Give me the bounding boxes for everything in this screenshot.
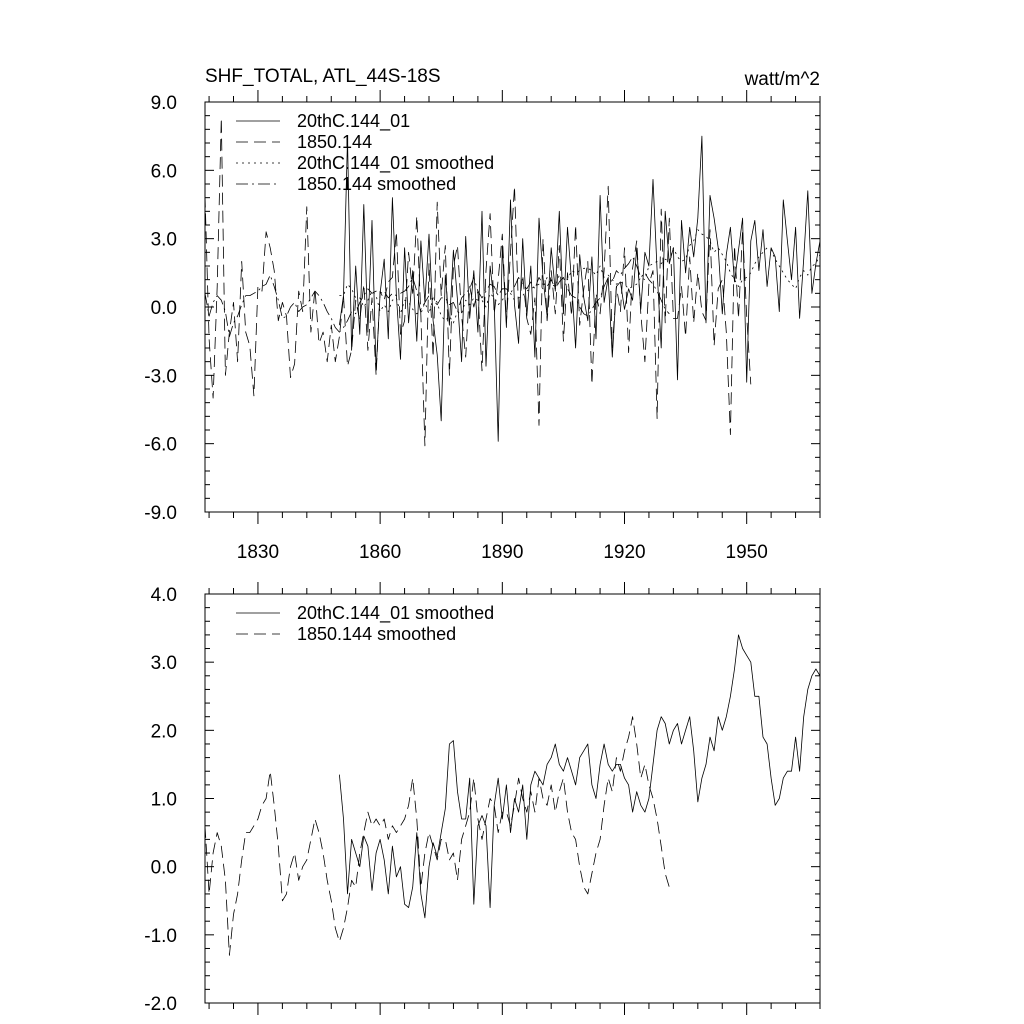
x-tick-label: 1950 xyxy=(726,542,768,563)
y-tick-label: 9.0 xyxy=(151,93,177,114)
chart-title: SHF_TOTAL, ATL_44S-18S xyxy=(205,66,441,87)
y-tick-label: -6.0 xyxy=(144,435,177,456)
panel-1: -9.0 -6.0 -3.0 0.0 3.0 6.0 9.0 1830 1860 1890 1920… xyxy=(144,66,821,563)
series-line-1850-144-smoothed xyxy=(205,256,670,338)
plot-frame xyxy=(204,593,821,1004)
legend-label: 20thC.144_01 xyxy=(297,111,410,132)
y-tick-label: -9.0 xyxy=(144,503,177,524)
y-tick-label: 4.0 xyxy=(151,585,177,606)
y-tick-label: 3.0 xyxy=(151,653,177,674)
x-tick-label: 1860 xyxy=(359,542,401,563)
y-tick-label: 2.0 xyxy=(151,721,177,742)
legend-label: 20thC.144_01 smoothed xyxy=(297,153,494,174)
x-tick-label: 1890 xyxy=(481,542,523,563)
panel-2: -2.0 -1.0 0.0 1.0 2.0 3.0 4.0 20thC.144_01 smoo… xyxy=(144,582,821,1015)
y-tick-label: -3.0 xyxy=(144,366,177,387)
y-tick-label: 0.0 xyxy=(151,858,177,879)
series-line-20thc-144-01-smoothed xyxy=(339,634,820,919)
legend-label: 1850.144 xyxy=(297,132,372,152)
y-tick-label: 3.0 xyxy=(151,230,177,251)
y-tick-label: -1.0 xyxy=(144,926,177,947)
x-tick-label: 1920 xyxy=(603,542,645,563)
y-tick-label: 0.0 xyxy=(151,298,177,319)
x-tick-label: 1830 xyxy=(237,542,279,563)
legend-label: 1850.144 smoothed xyxy=(297,624,456,644)
y-tick-label: -2.0 xyxy=(144,994,177,1015)
y-tick-label: 6.0 xyxy=(151,161,177,182)
series-line-20thc-144-01-smoothed xyxy=(339,229,820,324)
series-line-1850-144-smoothed xyxy=(205,716,670,956)
legend-label: 20thC.144_01 smoothed xyxy=(297,603,494,624)
legend-label: 1850.144 smoothed xyxy=(297,174,456,194)
units-label: watt/m^2 xyxy=(744,69,820,90)
y-tick-label: 1.0 xyxy=(151,790,177,811)
